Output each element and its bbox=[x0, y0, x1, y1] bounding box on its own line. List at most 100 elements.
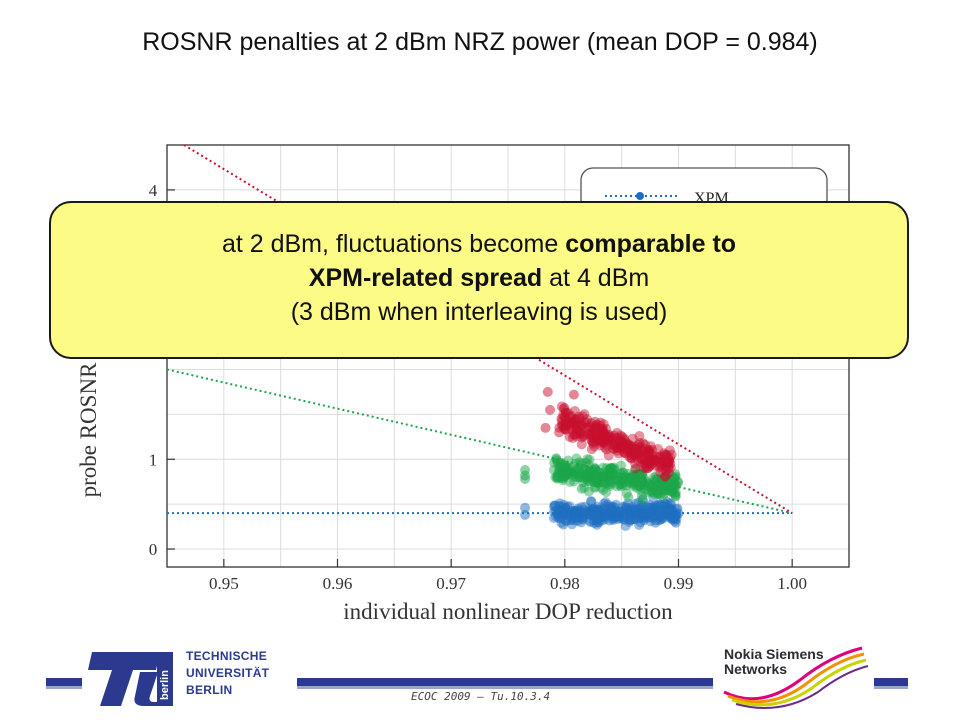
data-point bbox=[565, 467, 576, 478]
data-point bbox=[562, 468, 573, 479]
data-point bbox=[653, 485, 664, 496]
data-point bbox=[635, 517, 646, 528]
data-point bbox=[578, 428, 589, 439]
data-point bbox=[564, 416, 575, 427]
data-point bbox=[650, 455, 661, 466]
data-point bbox=[614, 480, 625, 491]
data-point bbox=[670, 487, 681, 498]
data-point bbox=[633, 448, 644, 459]
data-point bbox=[645, 516, 656, 527]
data-point bbox=[645, 478, 656, 489]
data-point bbox=[559, 402, 570, 413]
footer-left-bar bbox=[46, 678, 82, 686]
data-point bbox=[568, 421, 579, 432]
data-point bbox=[638, 438, 649, 449]
data-point bbox=[601, 444, 612, 455]
data-point bbox=[573, 515, 584, 526]
data-point bbox=[616, 506, 627, 517]
data-point bbox=[607, 505, 618, 516]
data-point bbox=[609, 440, 620, 451]
data-point bbox=[572, 463, 583, 474]
data-point bbox=[644, 508, 655, 519]
legend-xpm-marker bbox=[636, 192, 644, 200]
data-point bbox=[586, 464, 597, 475]
data-point bbox=[586, 507, 597, 518]
data-point bbox=[641, 447, 652, 458]
data-point bbox=[571, 424, 582, 435]
data-point bbox=[561, 468, 572, 479]
data-point bbox=[601, 431, 612, 442]
data-point bbox=[626, 506, 637, 517]
data-point bbox=[578, 477, 589, 488]
data-point bbox=[597, 471, 608, 482]
data-point bbox=[597, 471, 608, 482]
data-point bbox=[661, 509, 672, 520]
data-point bbox=[611, 511, 622, 522]
data-point bbox=[646, 502, 657, 513]
data-point bbox=[590, 464, 601, 475]
data-point bbox=[595, 417, 606, 428]
data-point bbox=[664, 508, 675, 519]
data-point bbox=[589, 507, 600, 518]
data-point bbox=[600, 430, 611, 441]
data-point-outlier bbox=[554, 427, 565, 438]
data-point bbox=[554, 466, 565, 477]
data-point bbox=[623, 476, 634, 487]
data-point bbox=[593, 505, 604, 516]
x-tick-label: 0.95 bbox=[209, 574, 239, 593]
data-point bbox=[643, 449, 654, 460]
data-point bbox=[607, 463, 618, 474]
data-point bbox=[586, 468, 597, 479]
data-point bbox=[594, 437, 605, 448]
page-title: ROSNR penalties at 2 dBm NRZ power (mean… bbox=[142, 28, 818, 56]
data-point bbox=[604, 508, 615, 519]
data-point bbox=[597, 427, 608, 438]
tu-berlin-logo: berlin bbox=[88, 652, 173, 706]
callout-line3-text: (3 dBm when interleaving is used) bbox=[290, 298, 668, 326]
data-point bbox=[657, 512, 668, 523]
data-point bbox=[654, 515, 665, 526]
data-point bbox=[565, 476, 576, 487]
data-point bbox=[671, 510, 682, 521]
data-point bbox=[607, 471, 618, 482]
data-point bbox=[558, 470, 569, 481]
data-point bbox=[631, 443, 642, 454]
data-point bbox=[648, 492, 659, 503]
x-tick-label: 0.96 bbox=[323, 574, 353, 593]
callout-line2-bold: XPM-related spread bbox=[308, 264, 543, 292]
data-point-outlier bbox=[520, 509, 531, 520]
data-point bbox=[572, 503, 583, 514]
data-point bbox=[657, 485, 668, 496]
data-point bbox=[667, 487, 678, 498]
footer-right-bar bbox=[874, 678, 908, 686]
data-point bbox=[659, 498, 670, 509]
data-point bbox=[624, 443, 635, 454]
data-point bbox=[574, 425, 585, 436]
data-point bbox=[649, 454, 660, 465]
data-point bbox=[616, 460, 627, 471]
data-point bbox=[605, 508, 616, 519]
data-point bbox=[647, 487, 658, 498]
data-point bbox=[595, 435, 606, 446]
data-point bbox=[553, 509, 564, 520]
data-point bbox=[636, 500, 647, 511]
data-point bbox=[582, 414, 593, 425]
x-tick-label: 0.97 bbox=[436, 574, 466, 593]
data-point bbox=[624, 452, 635, 463]
data-point bbox=[626, 446, 637, 457]
data-point bbox=[599, 512, 610, 523]
data-point bbox=[582, 466, 593, 477]
data-point bbox=[586, 496, 597, 507]
data-point bbox=[669, 472, 680, 483]
data-point bbox=[667, 504, 678, 515]
data-point bbox=[648, 488, 659, 499]
data-point bbox=[603, 429, 614, 440]
data-point bbox=[579, 482, 590, 493]
data-point bbox=[602, 499, 613, 510]
data-point bbox=[552, 472, 563, 483]
data-point bbox=[563, 510, 574, 521]
data-point bbox=[603, 435, 614, 446]
data-point bbox=[615, 435, 626, 446]
data-point bbox=[575, 468, 586, 479]
data-point bbox=[665, 458, 676, 469]
